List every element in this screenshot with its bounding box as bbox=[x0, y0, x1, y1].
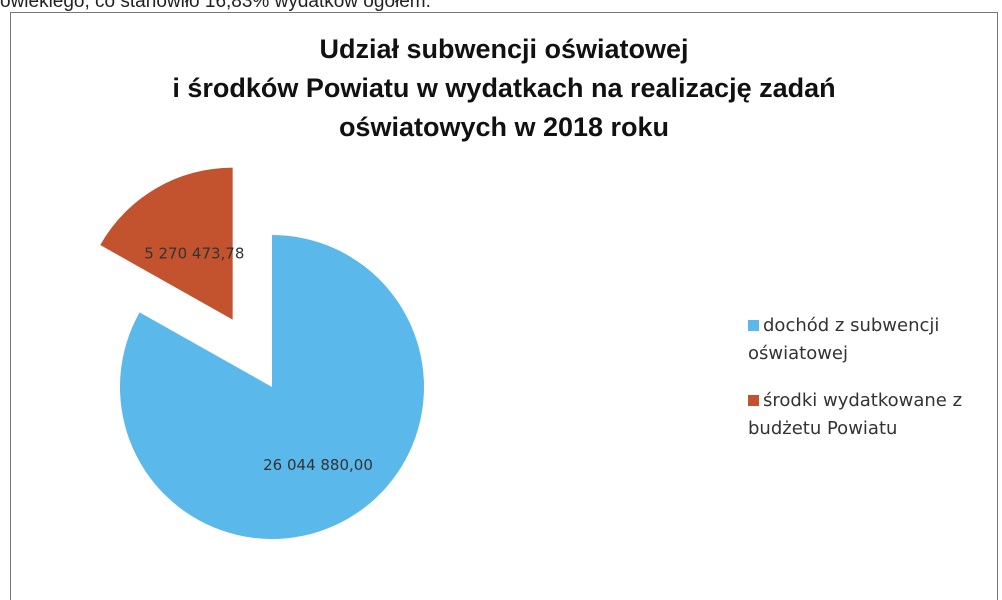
pie-slice bbox=[119, 235, 424, 539]
legend-label: dochód z subwencji oświatowej bbox=[748, 315, 940, 364]
chart-frame bbox=[10, 12, 998, 600]
header-text: owiekiego, co stanowiło 16,83% wydatków … bbox=[0, 0, 431, 12]
legend-entry: dochód z subwencji oświatowej bbox=[748, 312, 993, 368]
data-label: 5 270 473,78 bbox=[144, 245, 244, 263]
legend-label: środki wydatkowane z budżetu Powiatu bbox=[748, 390, 963, 439]
pie-slice bbox=[100, 167, 233, 320]
data-label: 26 044 880,00 bbox=[263, 456, 373, 474]
chart-title: Udział subwencji oświatowej i środków Po… bbox=[172, 34, 836, 142]
legend-swatch bbox=[748, 320, 759, 331]
legend-entry: środki wydatkowane z budżetu Powiatu bbox=[748, 387, 993, 443]
legend-swatch bbox=[748, 395, 759, 406]
